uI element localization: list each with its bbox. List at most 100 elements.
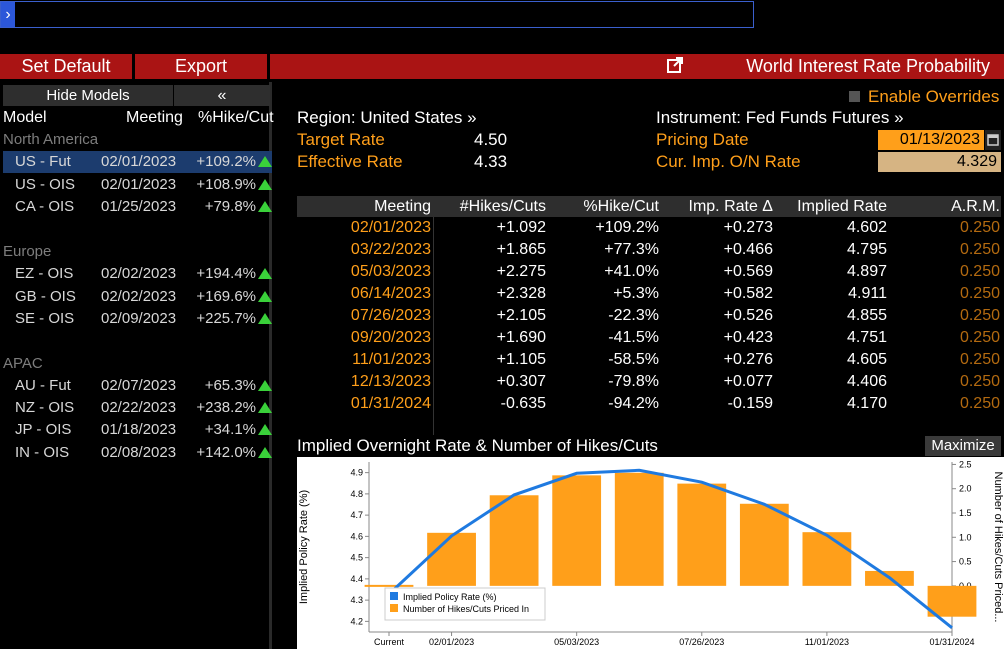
target-rate-value: 4.50 — [474, 129, 507, 151]
model-row-us-fut[interactable]: US - Fut 02/01/2023 +109.2% — [3, 151, 272, 173]
effective-rate-label: Effective Rate — [297, 151, 403, 173]
hide-models-button[interactable]: Hide Models — [3, 85, 173, 106]
y-tick-label: 4.3 — [350, 595, 363, 605]
td-imp-rate-delta: +0.077 — [724, 371, 773, 393]
td-implied-rate: 4.170 — [847, 393, 887, 415]
model-meeting: 02/02/2023 — [101, 286, 176, 308]
hikes-bar — [802, 532, 851, 586]
model-row-ez-ois[interactable]: EZ - OIS 02/02/2023 +194.4% — [3, 263, 272, 285]
up-arrow-icon — [258, 424, 272, 435]
td-imp-rate-delta: +0.526 — [724, 305, 773, 327]
up-arrow-icon — [258, 313, 272, 324]
cur-imp-rate-input[interactable]: 4.329 — [878, 152, 1001, 172]
th-hikes-cuts[interactable]: #Hikes/Cuts — [460, 196, 546, 217]
up-arrow-icon — [258, 380, 272, 391]
model-hike: +225.7% — [196, 310, 256, 327]
td-meeting: 11/01/2023 — [352, 349, 431, 371]
legend-swatch-bar — [390, 604, 398, 612]
table-row[interactable]: 01/31/2024 -0.635 -94.2% -0.159 4.170 0.250 — [297, 393, 1001, 415]
toolbar: Set Default Export World Interest Rate P… — [0, 54, 1004, 79]
model-name: US - Fut — [15, 151, 71, 173]
y2-tick-label: 1.5 — [959, 508, 972, 518]
calendar-icon[interactable] — [985, 130, 1001, 150]
model-hike: +65.3% — [205, 377, 256, 394]
td-implied-rate: 4.897 — [847, 261, 887, 283]
enable-overrides-checkbox[interactable] — [849, 91, 860, 102]
hikes-bar — [677, 484, 726, 586]
y2-tick-label: 0.5 — [959, 557, 972, 567]
th-imp-rate-delta[interactable]: Imp. Rate Δ — [689, 196, 774, 217]
x-tick-label: 02/01/2023 — [429, 637, 474, 647]
enable-overrides-label[interactable]: Enable Overrides — [868, 86, 999, 108]
td-implied-rate: 4.406 — [847, 371, 887, 393]
table-row[interactable]: 11/01/2023 +1.105 -58.5% +0.276 4.605 0.250 — [297, 349, 1001, 371]
td-arm: 0.250 — [960, 217, 1000, 239]
table-row[interactable]: 05/03/2023 +2.275 +41.0% +0.569 4.897 0.250 — [297, 261, 1001, 283]
table-row[interactable]: 12/13/2023 +0.307 -79.8% +0.077 4.406 0.250 — [297, 371, 1001, 393]
legend-label: Implied Policy Rate (%) — [403, 592, 497, 602]
td-arm: 0.250 — [960, 283, 1000, 305]
model-name: JP - OIS — [15, 419, 71, 441]
hikes-bar — [427, 533, 476, 586]
table-row[interactable]: 09/20/2023 +1.690 -41.5% +0.423 4.751 0.250 — [297, 327, 1001, 349]
th-meeting[interactable]: Meeting — [374, 196, 431, 217]
td-hikes-cuts: +1.865 — [497, 239, 546, 261]
td-arm: 0.250 — [960, 371, 1000, 393]
td-implied-rate: 4.751 — [847, 327, 887, 349]
collapse-panel-button[interactable]: « — [174, 85, 270, 106]
model-row-ca-ois[interactable]: CA - OIS 01/25/2023 +79.8% — [3, 196, 272, 218]
td-implied-rate: 4.795 — [847, 239, 887, 261]
col-header-hike[interactable]: %Hike/Cut — [198, 108, 274, 128]
table-row[interactable]: 03/22/2023 +1.865 +77.3% +0.466 4.795 0.250 — [297, 239, 1001, 261]
y-tick-label: 4.8 — [350, 489, 363, 499]
td-hikes-cuts: +2.328 — [497, 283, 546, 305]
table-row[interactable]: 06/14/2023 +2.328 +5.3% +0.582 4.911 0.250 — [297, 283, 1001, 305]
y-axis-label: Implied Policy Rate (%) — [298, 490, 310, 604]
table-row[interactable]: 02/01/2023 +1.092 +109.2% +0.273 4.602 0.250 — [297, 217, 1001, 239]
col-header-model[interactable]: Model — [3, 108, 47, 128]
up-arrow-icon — [258, 156, 272, 167]
td-arm: 0.250 — [960, 393, 1000, 415]
section-apac: APAC — [3, 354, 43, 374]
model-row-au-fut[interactable]: AU - Fut 02/07/2023 +65.3% — [3, 375, 272, 397]
launch-icon[interactable] — [667, 57, 683, 73]
td-imp-rate-delta: +0.582 — [724, 283, 773, 305]
td-arm: 0.250 — [960, 349, 1000, 371]
model-row-us-ois[interactable]: US - OIS 02/01/2023 +108.9% — [3, 174, 272, 196]
td-imp-rate-delta: +0.276 — [724, 349, 773, 371]
td-imp-rate-delta: +0.569 — [724, 261, 773, 283]
command-line-input[interactable]: › — [0, 1, 754, 28]
instrument-selector[interactable]: Instrument: Fed Funds Futures » — [656, 107, 904, 129]
chart-title: Implied Overnight Rate & Number of Hikes… — [297, 436, 658, 456]
model-name: CA - OIS — [15, 196, 74, 218]
td-hikes-cuts: +2.275 — [497, 261, 546, 283]
up-arrow-icon — [258, 268, 272, 279]
model-row-jp-ois[interactable]: JP - OIS 01/18/2023 +34.1% — [3, 419, 272, 441]
table-row[interactable]: 07/26/2023 +2.105 -22.3% +0.526 4.855 0.250 — [297, 305, 1001, 327]
td-meeting: 02/01/2023 — [351, 217, 431, 239]
model-row-in-ois[interactable]: IN - OIS 02/08/2023 +142.0% — [3, 442, 272, 464]
td-hike-cut-pct: +77.3% — [604, 239, 659, 261]
th-hike-cut-pct[interactable]: %Hike/Cut — [583, 196, 659, 217]
td-implied-rate: 4.605 — [847, 349, 887, 371]
maximize-button[interactable]: Maximize — [925, 436, 1001, 456]
model-name: US - OIS — [15, 174, 75, 196]
td-implied-rate: 4.911 — [848, 283, 887, 305]
th-arm[interactable]: A.R.M. — [951, 196, 1000, 217]
y-tick-label: 4.2 — [350, 616, 363, 626]
model-name: SE - OIS — [15, 308, 74, 330]
export-button[interactable]: Export — [135, 54, 267, 79]
region-selector[interactable]: Region: United States » — [297, 107, 477, 129]
pricing-date-input[interactable]: 01/13/2023 — [878, 130, 984, 150]
col-header-meeting[interactable]: Meeting — [126, 108, 183, 128]
model-row-nz-ois[interactable]: NZ - OIS 02/22/2023 +238.2% — [3, 397, 272, 419]
th-implied-rate[interactable]: Implied Rate — [797, 196, 887, 217]
model-row-gb-ois[interactable]: GB - OIS 02/02/2023 +169.6% — [3, 286, 272, 308]
up-arrow-icon — [258, 447, 272, 458]
model-meeting: 02/08/2023 — [101, 442, 176, 464]
td-meeting: 06/14/2023 — [351, 283, 431, 305]
cur-imp-rate-label: Cur. Imp. O/N Rate — [656, 151, 801, 173]
model-row-se-ois[interactable]: SE - OIS 02/09/2023 +225.7% — [3, 308, 272, 330]
td-hike-cut-pct: -41.5% — [608, 327, 659, 349]
set-default-button[interactable]: Set Default — [0, 54, 132, 79]
